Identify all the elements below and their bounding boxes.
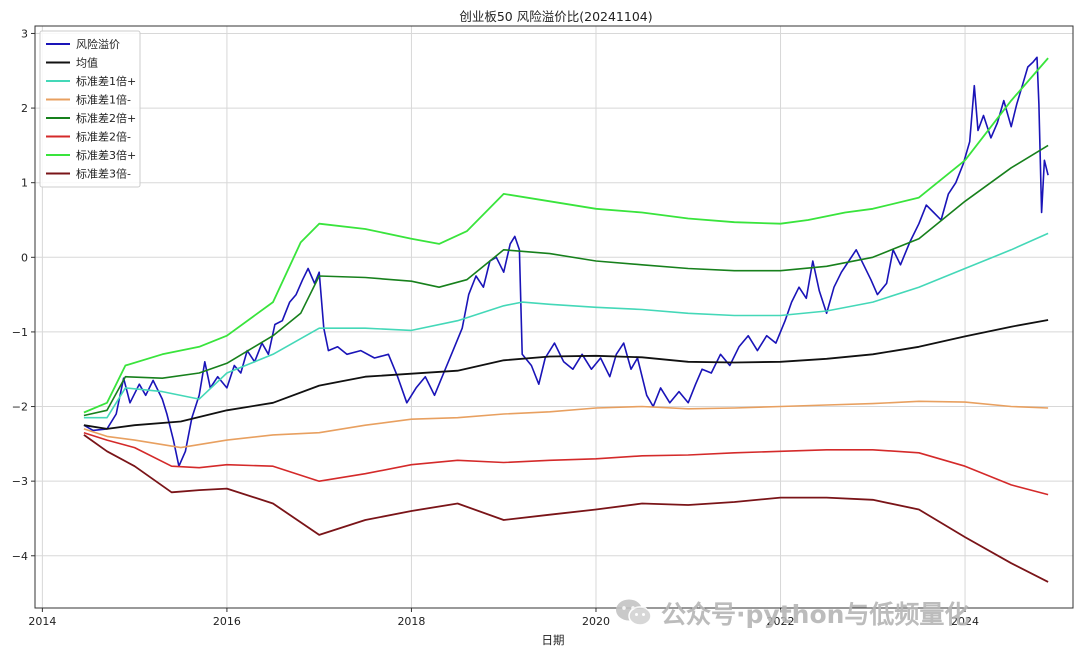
x-tick-label: 2014: [28, 615, 56, 628]
watermark-text: 公众号·python与低频量化: [661, 600, 970, 629]
y-tick-label: −3: [12, 475, 28, 488]
grid-lines: [35, 26, 1073, 608]
series-line-4: [83, 144, 1049, 417]
x-axis-label: 日期: [542, 633, 565, 647]
chart-title: 创业板50 风险溢价比(20241104): [459, 9, 652, 24]
x-tick-label: 2018: [397, 615, 425, 628]
legend-label: 标准差2倍+: [76, 111, 136, 125]
y-tick-label: −1: [12, 326, 28, 339]
series-line-3: [83, 400, 1049, 449]
series-line-1: [83, 319, 1049, 430]
x-tick-label: 2022: [767, 615, 795, 628]
series-line-5: [83, 431, 1049, 496]
plot-area-frame: [34, 25, 1074, 609]
legend-label: 均值: [76, 57, 98, 70]
legend-label: 标准差2倍-: [76, 130, 131, 144]
series-line-0: [83, 56, 1049, 467]
y-axis-ticks: 3 2 1 0 −1 −2 −3 −4: [12, 27, 35, 563]
x-axis-ticks: 2014 2016 2018 2020 2022 2024: [28, 608, 979, 628]
watermark: 公众号·python与低频量化: [615, 593, 969, 633]
series-line-6: [83, 57, 1049, 414]
y-tick-label: 0: [21, 251, 28, 264]
series-line-2: [83, 232, 1049, 419]
y-tick-label: −2: [12, 401, 28, 414]
series-lines: [83, 56, 1049, 583]
y-tick-label: 3: [21, 27, 28, 40]
y-tick-label: 1: [21, 177, 28, 190]
legend-label: 风险溢价: [76, 37, 120, 51]
y-tick-label: 2: [21, 102, 28, 115]
legend-label: 标准差3倍-: [76, 167, 131, 181]
x-tick-label: 2020: [582, 615, 610, 628]
legend-label: 标准差3倍+: [76, 148, 136, 162]
series-line-7: [83, 434, 1049, 583]
y-tick-label: −4: [12, 550, 28, 563]
wechat-icon: [615, 598, 653, 628]
x-tick-label: 2016: [213, 615, 241, 628]
legend-box: [39, 30, 141, 188]
x-tick-label: 2024: [951, 615, 979, 628]
legend-label: 标准差1倍+: [76, 74, 136, 88]
legend-label: 标准差1倍-: [76, 93, 131, 107]
